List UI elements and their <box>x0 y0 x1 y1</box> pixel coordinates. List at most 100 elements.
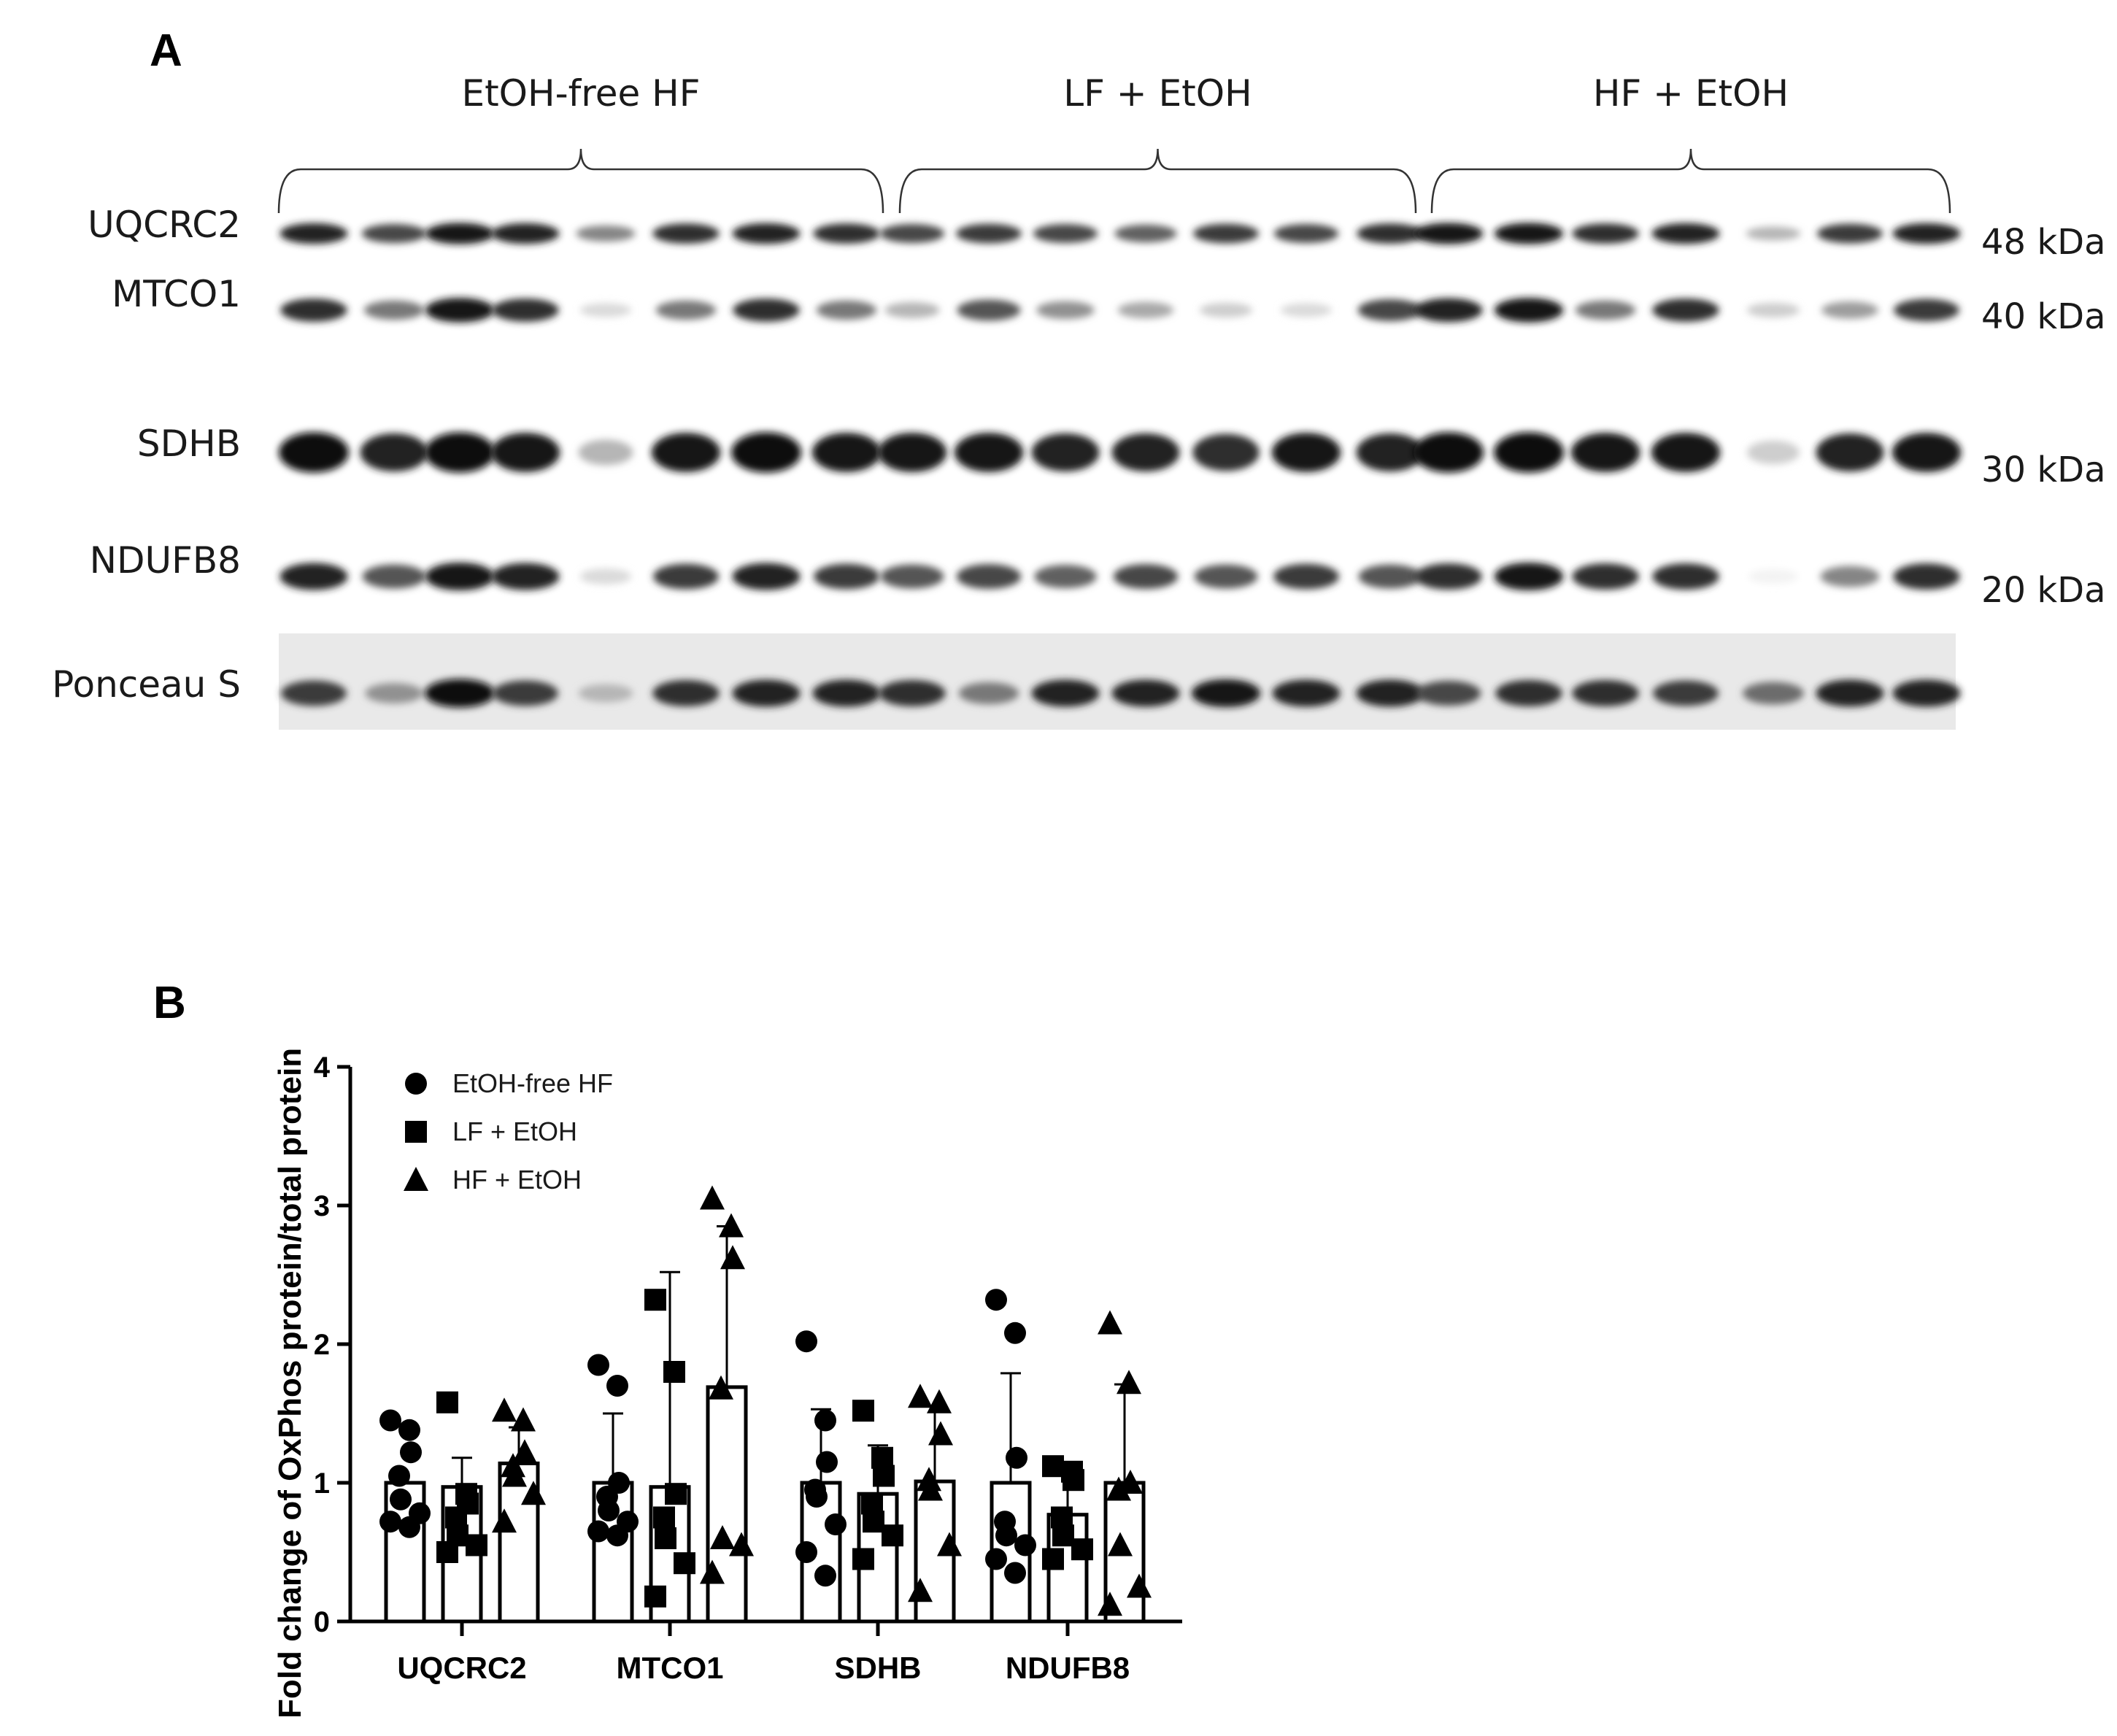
blot-band <box>879 224 945 243</box>
data-point-triangle <box>512 1439 537 1464</box>
legend-entry-label: LF + EtOH <box>452 1116 577 1146</box>
blot-band <box>1031 433 1100 472</box>
data-point-triangle <box>501 1453 525 1478</box>
blot-band <box>1111 679 1180 707</box>
blot-band <box>362 564 426 589</box>
data-point-triangle <box>492 1397 517 1422</box>
blot-band <box>1572 679 1639 707</box>
data-point-triangle <box>937 1532 962 1556</box>
panel-a-western-blot: A EtOH-free HF LF + EtOH HF + EtOH UQCRC2 4… <box>52 26 2106 730</box>
data-point-circle <box>390 1488 412 1511</box>
blot-band <box>651 433 721 472</box>
blot-band <box>1894 298 1959 322</box>
blot-band <box>652 223 720 244</box>
data-point-square <box>1042 1455 1064 1478</box>
chart-legend: EtOH-free HF LF + EtOH HF + EtOH <box>404 1068 613 1195</box>
data-point-circle <box>814 1409 836 1432</box>
data-point-circle <box>814 1565 836 1587</box>
blot-band <box>1272 679 1341 707</box>
y-tick-label: 0 <box>314 1606 330 1638</box>
blot-band <box>956 564 1022 589</box>
data-point-triangle <box>1098 1310 1122 1335</box>
blot-band <box>1748 569 1798 584</box>
data-point-triangle <box>1098 1592 1122 1616</box>
blot-band <box>1414 432 1484 473</box>
blot-band <box>1356 679 1424 707</box>
data-point-circle <box>398 1516 420 1538</box>
blot-band <box>1816 433 1884 472</box>
blot-band <box>493 680 558 706</box>
data-point-triangle <box>1117 1370 1141 1394</box>
blot-band <box>425 432 495 473</box>
data-point-square <box>852 1400 874 1422</box>
data-point-circle <box>995 1524 1017 1547</box>
blot-band <box>363 300 425 320</box>
y-tick-label: 3 <box>314 1190 330 1222</box>
blot-band <box>956 223 1022 244</box>
group-label: EtOH-free HF <box>461 72 700 115</box>
data-point-circle <box>1004 1562 1026 1584</box>
data-point-triangle <box>908 1384 933 1408</box>
blot-band <box>279 432 349 473</box>
blot-band <box>1271 433 1341 472</box>
data-point-square <box>644 1289 666 1311</box>
blot-band <box>1192 433 1260 471</box>
blot-band <box>491 223 560 244</box>
data-point-circle <box>405 1073 427 1095</box>
blot-band <box>1414 298 1483 323</box>
blot-band <box>576 225 636 242</box>
panel-a-letter: A <box>150 26 182 76</box>
data-point-circle <box>379 1409 401 1432</box>
blot-band <box>365 683 423 703</box>
blot-band <box>1200 302 1252 318</box>
blot-band <box>1892 433 1962 472</box>
data-point-circle <box>398 1419 420 1441</box>
chart-plot-area: 0 1 2 3 4 UQCRC2 MTCO1 SDHB NDUFB8 <box>314 1052 1182 1685</box>
blot-band <box>1572 563 1639 590</box>
blot-band <box>1817 223 1883 244</box>
blot-band <box>360 433 428 472</box>
y-axis-label: Fold change of OxPhos protein/total prot… <box>272 1048 308 1718</box>
data-point-circle <box>795 1541 817 1563</box>
data-point-square <box>653 1506 675 1529</box>
group-brace <box>898 148 1417 214</box>
blot-row-label: NDUFB8 <box>90 539 241 582</box>
data-point-triangle <box>928 1421 953 1446</box>
blot-band <box>1892 223 1961 244</box>
data-point-square <box>1052 1524 1074 1547</box>
data-point-square <box>405 1121 427 1143</box>
blot-band <box>1653 680 1719 706</box>
data-point-circle <box>985 1289 1007 1311</box>
blot-band <box>1495 679 1562 707</box>
blot-band <box>1652 298 1719 322</box>
blot-band <box>732 679 801 707</box>
blot-band <box>1357 223 1424 244</box>
data-point-square <box>674 1552 695 1575</box>
blot-band <box>1892 679 1961 707</box>
blot-band <box>425 679 495 708</box>
blot-band <box>1821 301 1878 319</box>
blot-band <box>1816 679 1884 707</box>
blot-band <box>1747 440 1800 465</box>
blot-band <box>1416 681 1481 706</box>
blot-band <box>491 563 560 590</box>
data-point-square <box>655 1527 676 1549</box>
blot-band <box>1273 224 1339 243</box>
category-label: UQCRC2 <box>397 1651 526 1685</box>
blot-band <box>1273 563 1339 590</box>
blot-band <box>490 433 560 472</box>
blot-band <box>1031 679 1100 707</box>
data-point-circle <box>587 1354 609 1376</box>
data-point-circle <box>1014 1534 1036 1556</box>
data-point-triangle <box>502 1462 527 1487</box>
blot-band <box>1280 303 1333 317</box>
molecular-weight-label: 20 kDa <box>1981 570 2106 611</box>
blot-band <box>1033 224 1098 243</box>
blot-band <box>732 223 801 244</box>
blot-band <box>880 564 944 589</box>
blot-band <box>1356 433 1424 472</box>
data-point-square <box>1071 1538 1093 1561</box>
group-label: LF + EtOH <box>1063 72 1252 115</box>
panel-b-letter: B <box>153 978 186 1028</box>
blot-band <box>733 298 800 322</box>
